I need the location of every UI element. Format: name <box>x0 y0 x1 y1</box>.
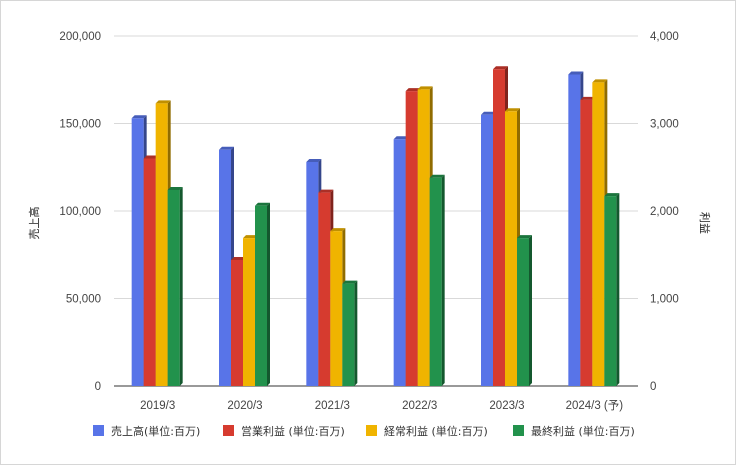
left-tick-label: 50,000 <box>66 294 101 306</box>
bar-front <box>568 74 581 386</box>
bar-top <box>393 136 409 140</box>
right-tick-label: 3,000 <box>650 119 679 131</box>
bar-top <box>517 235 532 239</box>
bar <box>517 235 532 386</box>
legend-swatch <box>223 425 234 436</box>
bar-front <box>243 238 255 386</box>
legend-label: 営業利益 (単位:百万) <box>241 424 345 438</box>
bar-top <box>429 174 445 178</box>
bar-top <box>568 71 584 75</box>
left-tick-label: 100,000 <box>59 206 101 218</box>
x-tick-label: 2023/3 <box>489 400 524 412</box>
bar-top <box>580 96 596 100</box>
bar <box>604 193 620 386</box>
bar-front <box>481 114 493 386</box>
bar-front <box>318 192 331 386</box>
bar-top <box>592 79 608 83</box>
bar-top <box>306 159 322 162</box>
bar-top <box>155 100 171 104</box>
bar-front <box>131 118 144 386</box>
legend-item: 最終利益 (単位:百万) <box>513 424 635 438</box>
bar-front <box>393 139 406 386</box>
bar-front <box>231 260 243 386</box>
legend-swatch <box>366 425 377 436</box>
legend-label: 最終利益 (単位:百万) <box>531 424 635 438</box>
bar-front <box>493 69 505 386</box>
x-tick-label: 2024/3 (予) <box>566 399 624 412</box>
legend-item: 営業利益 (単位:百万) <box>223 424 345 438</box>
legend: 売上高(単位:百万) 営業利益 (単位:百万) 経常利益 (単位:百万) 最終利益 (… <box>93 424 635 438</box>
bar-top <box>342 280 358 284</box>
bar-side <box>529 235 532 386</box>
bar-top <box>417 86 433 90</box>
bar-top <box>481 111 496 115</box>
x-tick-label: 2020/3 <box>227 400 262 412</box>
legend-swatch <box>93 425 104 436</box>
bar-top <box>219 146 234 150</box>
x-axis-ticks: 2019/3 2020/3 2021/3 2022/3 2023/3 2024/3 (予) <box>140 399 623 412</box>
left-tick-label: 0 <box>95 381 101 393</box>
right-tick-label: 2,000 <box>650 206 679 218</box>
bar-side <box>441 174 445 386</box>
bar-front <box>143 158 156 386</box>
left-axis-title: 売上高 <box>27 207 41 240</box>
bar <box>167 187 183 386</box>
bar-top <box>318 189 334 193</box>
legend-swatch <box>513 425 524 436</box>
bar <box>429 174 445 386</box>
bar <box>342 280 358 386</box>
right-tick-label: 0 <box>650 381 656 393</box>
bar-side <box>354 280 358 386</box>
right-axis-title: 利益 <box>698 212 712 234</box>
bar-front <box>580 99 593 386</box>
bar-front <box>405 91 418 386</box>
right-tick-label: 1,000 <box>650 294 679 306</box>
right-axis-ticks: 4,000 3,000 2,000 1,000 0 <box>650 31 679 393</box>
right-tick-label: 4,000 <box>650 31 679 43</box>
x-tick-label: 2022/3 <box>402 400 437 412</box>
bars <box>131 66 620 386</box>
bar-top <box>505 108 520 112</box>
bar-top <box>604 193 620 197</box>
bar-top <box>231 257 246 260</box>
bar-side <box>179 187 183 386</box>
left-tick-label: 200,000 <box>59 31 101 43</box>
legend-label: 売上高(単位:百万) <box>111 424 200 438</box>
bar-top <box>255 202 270 206</box>
bar-top <box>131 115 147 119</box>
bar-top <box>167 187 183 190</box>
bar-front <box>306 162 319 386</box>
bar-front <box>417 89 430 386</box>
bar-front <box>330 231 343 386</box>
x-tick-label: 2021/3 <box>315 400 350 412</box>
bar-front <box>155 103 168 386</box>
bar-front <box>592 82 605 386</box>
left-axis-ticks: 200,000 150,000 100,000 50,000 0 <box>59 31 101 393</box>
bar-front <box>219 149 231 386</box>
bar-top <box>330 228 346 232</box>
bar-front <box>167 190 180 386</box>
bar-front <box>429 177 442 386</box>
gridlines <box>114 35 638 387</box>
bar <box>255 202 270 386</box>
bar-top <box>493 66 508 70</box>
x-tick-label: 2019/3 <box>140 400 175 412</box>
bar-front <box>505 111 517 386</box>
bar-top <box>243 235 258 239</box>
bar-side <box>267 202 270 386</box>
bar-front <box>517 238 529 386</box>
bar-top <box>405 88 421 92</box>
bar-front <box>255 205 267 386</box>
bar-top <box>143 155 159 159</box>
legend-item: 売上高(単位:百万) <box>93 424 200 438</box>
legend-item: 経常利益 (単位:百万) <box>366 424 488 438</box>
legend-label: 経常利益 (単位:百万) <box>384 424 488 438</box>
left-tick-label: 150,000 <box>59 119 101 131</box>
bar-front <box>604 196 617 386</box>
bar-front <box>342 283 355 386</box>
bar-side <box>616 193 620 386</box>
